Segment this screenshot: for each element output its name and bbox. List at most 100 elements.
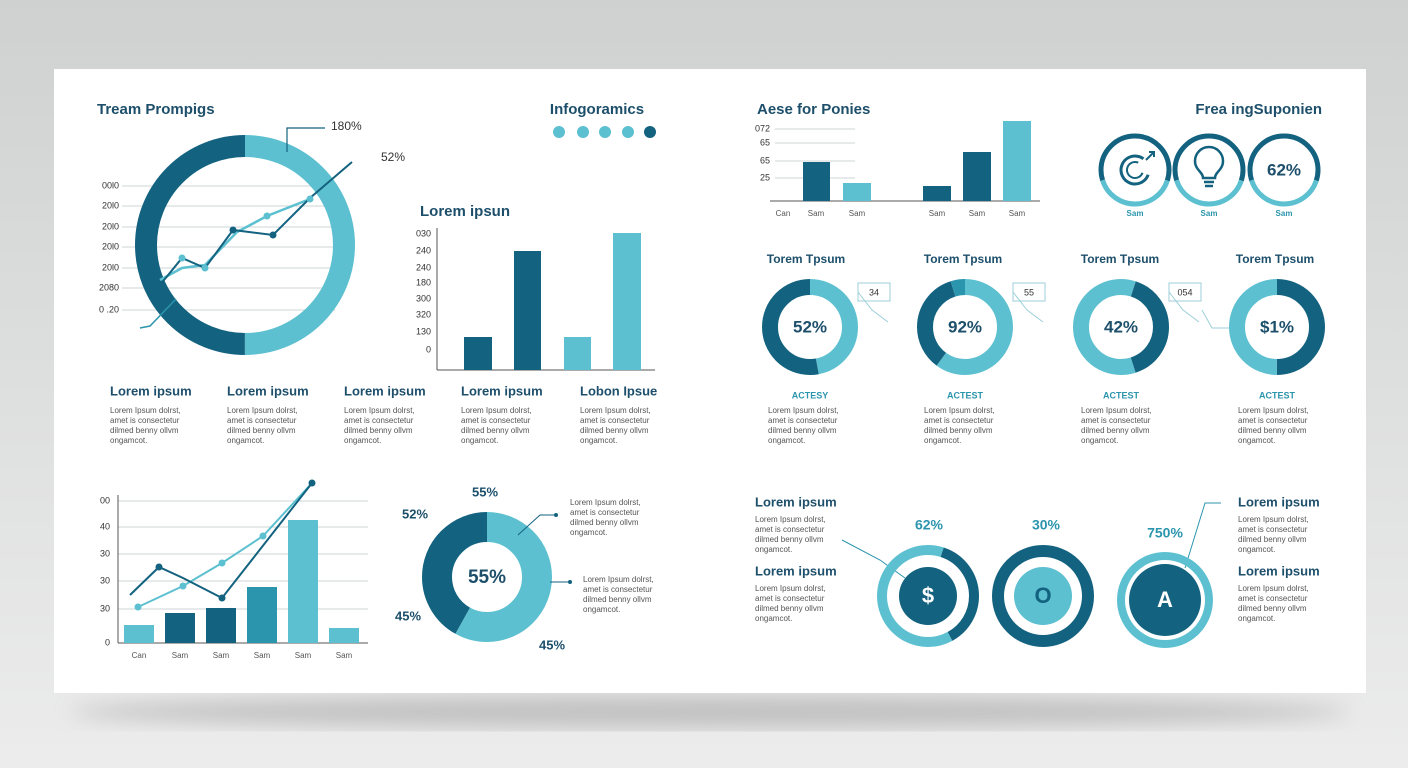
body-text: amet is consectetur [570, 508, 640, 517]
pie-label: 55% [472, 484, 498, 499]
body-text: ongamcot. [768, 436, 805, 445]
donut-title: Torem Tpsum [1081, 252, 1159, 266]
donut-value: 92% [948, 317, 982, 336]
bar [329, 628, 359, 643]
body-text: amet is consectetur [344, 416, 414, 425]
ring-segment [1172, 133, 1246, 207]
body-text: Lorem Ipsum dolrst, [227, 406, 298, 415]
axis-label: 0 [426, 344, 431, 354]
column-title: Lorem ipsum [110, 383, 192, 398]
column-title: Lorem ipsum [344, 383, 426, 398]
axis-label: 300 [416, 293, 431, 303]
axis-label: 30 [100, 548, 110, 558]
body-text: ongamcot. [344, 436, 381, 445]
line-series [1168, 291, 1200, 323]
body-text: amet is consectetur [755, 525, 825, 534]
body-text: dilmed benny ollvm [755, 535, 824, 544]
axis-label: 30 [100, 575, 110, 585]
axis-label: 0 [105, 637, 110, 647]
dot [263, 212, 271, 220]
shadow [70, 696, 1350, 728]
axis-label: 072 [755, 123, 770, 133]
section-title: Lorem ipsun [420, 203, 510, 220]
bar [206, 608, 236, 643]
axis-label: Sam [929, 209, 946, 218]
body-text: ongamcot. [1238, 614, 1275, 623]
axis-label: 65 [760, 137, 770, 147]
body-text: Lorem Ipsum dolrst, [1238, 515, 1309, 524]
body-text: dilmed benny ollvm [755, 604, 824, 613]
ring-segment [877, 545, 979, 647]
axis-label: Sam [295, 651, 312, 660]
decor-dot [577, 126, 589, 138]
donut-value: 52% [793, 317, 827, 336]
bar [843, 183, 871, 201]
body-text: dilmed benny ollvm [924, 426, 993, 435]
pie-label: 45% [395, 608, 421, 623]
ring-segment [1098, 133, 1172, 207]
column-title: Lobon Ipsue [580, 383, 657, 398]
dot [155, 563, 163, 571]
donut-value: $1% [1260, 317, 1294, 336]
axis-label: Sam [969, 209, 986, 218]
bar [613, 233, 641, 370]
dot [134, 603, 142, 611]
body-text: ongamcot. [1238, 436, 1275, 445]
donut-label: ACTEST [947, 390, 984, 400]
axis-label: 0 .20 [99, 304, 119, 314]
donut-label: ACTEST [1103, 390, 1140, 400]
callout: 55 [1024, 287, 1034, 297]
ring-segment [992, 545, 1094, 647]
dot [178, 254, 186, 262]
body-text: Lorem Ipsum dolrst, [580, 406, 651, 415]
line-series [139, 298, 177, 329]
percent: 750% [1147, 525, 1183, 541]
section-title: Infogoramics [550, 101, 644, 118]
axis-label: 20l0 [102, 221, 119, 231]
body-text: dilmed benny ollvm [461, 426, 530, 435]
icon-disc [1129, 564, 1201, 636]
pie-center: 55% [468, 567, 506, 588]
icon-glyph: O [1034, 583, 1051, 608]
ring-segment [762, 279, 858, 375]
bar [564, 337, 591, 370]
body-text: dilmed benny ollvm [110, 426, 179, 435]
line-series [517, 514, 556, 536]
body-text: amet is consectetur [580, 416, 650, 425]
donut-value: 42% [1104, 317, 1138, 336]
dot [259, 532, 267, 540]
line-series [129, 482, 313, 600]
dot [306, 195, 314, 203]
body-text: ongamcot. [583, 605, 620, 614]
body-text: Lorem Ipsum dolrst, [461, 406, 532, 415]
section-title: Aese for Ponies [757, 101, 870, 118]
body-text: dilmed benny ollvm [580, 426, 649, 435]
bar [247, 587, 277, 643]
axis-label: Sam [849, 209, 866, 218]
column-title: Lorem ipsum [227, 383, 309, 398]
axis-label: 180 [416, 277, 431, 287]
callout: 34 [869, 287, 879, 297]
dot [568, 580, 572, 584]
axis-label: 240 [416, 245, 431, 255]
line-series [286, 127, 325, 152]
body-text: Lorem Ipsum dolrst, [1238, 584, 1309, 593]
decor-dot [644, 126, 656, 138]
body-text: Lorem Ipsum dolrst, [924, 406, 995, 415]
icon-disc [1014, 567, 1072, 625]
body-text: ongamcot. [580, 436, 617, 445]
donut-title: Torem Tpsum [1236, 252, 1314, 266]
axis-label: 20l0 [102, 262, 119, 272]
body-text: dilmed benny ollvm [583, 595, 652, 604]
dot [201, 264, 209, 272]
callout: 180% [331, 119, 362, 133]
icon [1193, 145, 1225, 188]
body-text: amet is consectetur [924, 416, 994, 425]
bar [464, 337, 492, 370]
donut-title: Torem Tpsum [767, 252, 845, 266]
pie-label: 52% [402, 506, 428, 521]
block-title: Lorem ipsum [1238, 563, 1320, 578]
icon [1145, 151, 1155, 161]
